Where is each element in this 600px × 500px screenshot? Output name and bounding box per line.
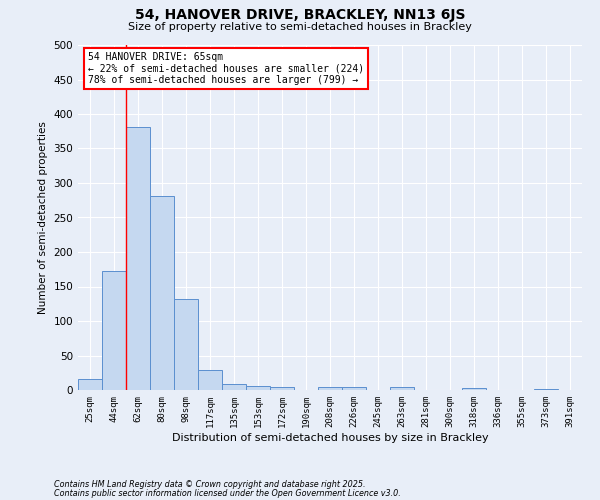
Text: Contains HM Land Registry data © Crown copyright and database right 2025.: Contains HM Land Registry data © Crown c…	[54, 480, 365, 489]
Text: 54 HANOVER DRIVE: 65sqm
← 22% of semi-detached houses are smaller (224)
78% of s: 54 HANOVER DRIVE: 65sqm ← 22% of semi-de…	[88, 52, 364, 85]
Bar	[222, 384, 246, 390]
Bar	[270, 387, 294, 390]
X-axis label: Distribution of semi-detached houses by size in Brackley: Distribution of semi-detached houses by …	[172, 432, 488, 442]
Text: Size of property relative to semi-detached houses in Brackley: Size of property relative to semi-detach…	[128, 22, 472, 32]
Bar	[462, 388, 486, 390]
Y-axis label: Number of semi-detached properties: Number of semi-detached properties	[38, 121, 48, 314]
Bar	[198, 370, 222, 390]
Bar	[174, 299, 198, 390]
Bar	[390, 387, 414, 390]
Bar	[534, 388, 558, 390]
Text: Contains public sector information licensed under the Open Government Licence v3: Contains public sector information licen…	[54, 490, 401, 498]
Bar	[126, 127, 150, 390]
Bar	[78, 379, 102, 390]
Bar	[342, 386, 366, 390]
Bar	[318, 387, 342, 390]
Bar	[102, 272, 126, 390]
Bar	[246, 386, 270, 390]
Text: 54, HANOVER DRIVE, BRACKLEY, NN13 6JS: 54, HANOVER DRIVE, BRACKLEY, NN13 6JS	[135, 8, 465, 22]
Bar	[150, 196, 174, 390]
